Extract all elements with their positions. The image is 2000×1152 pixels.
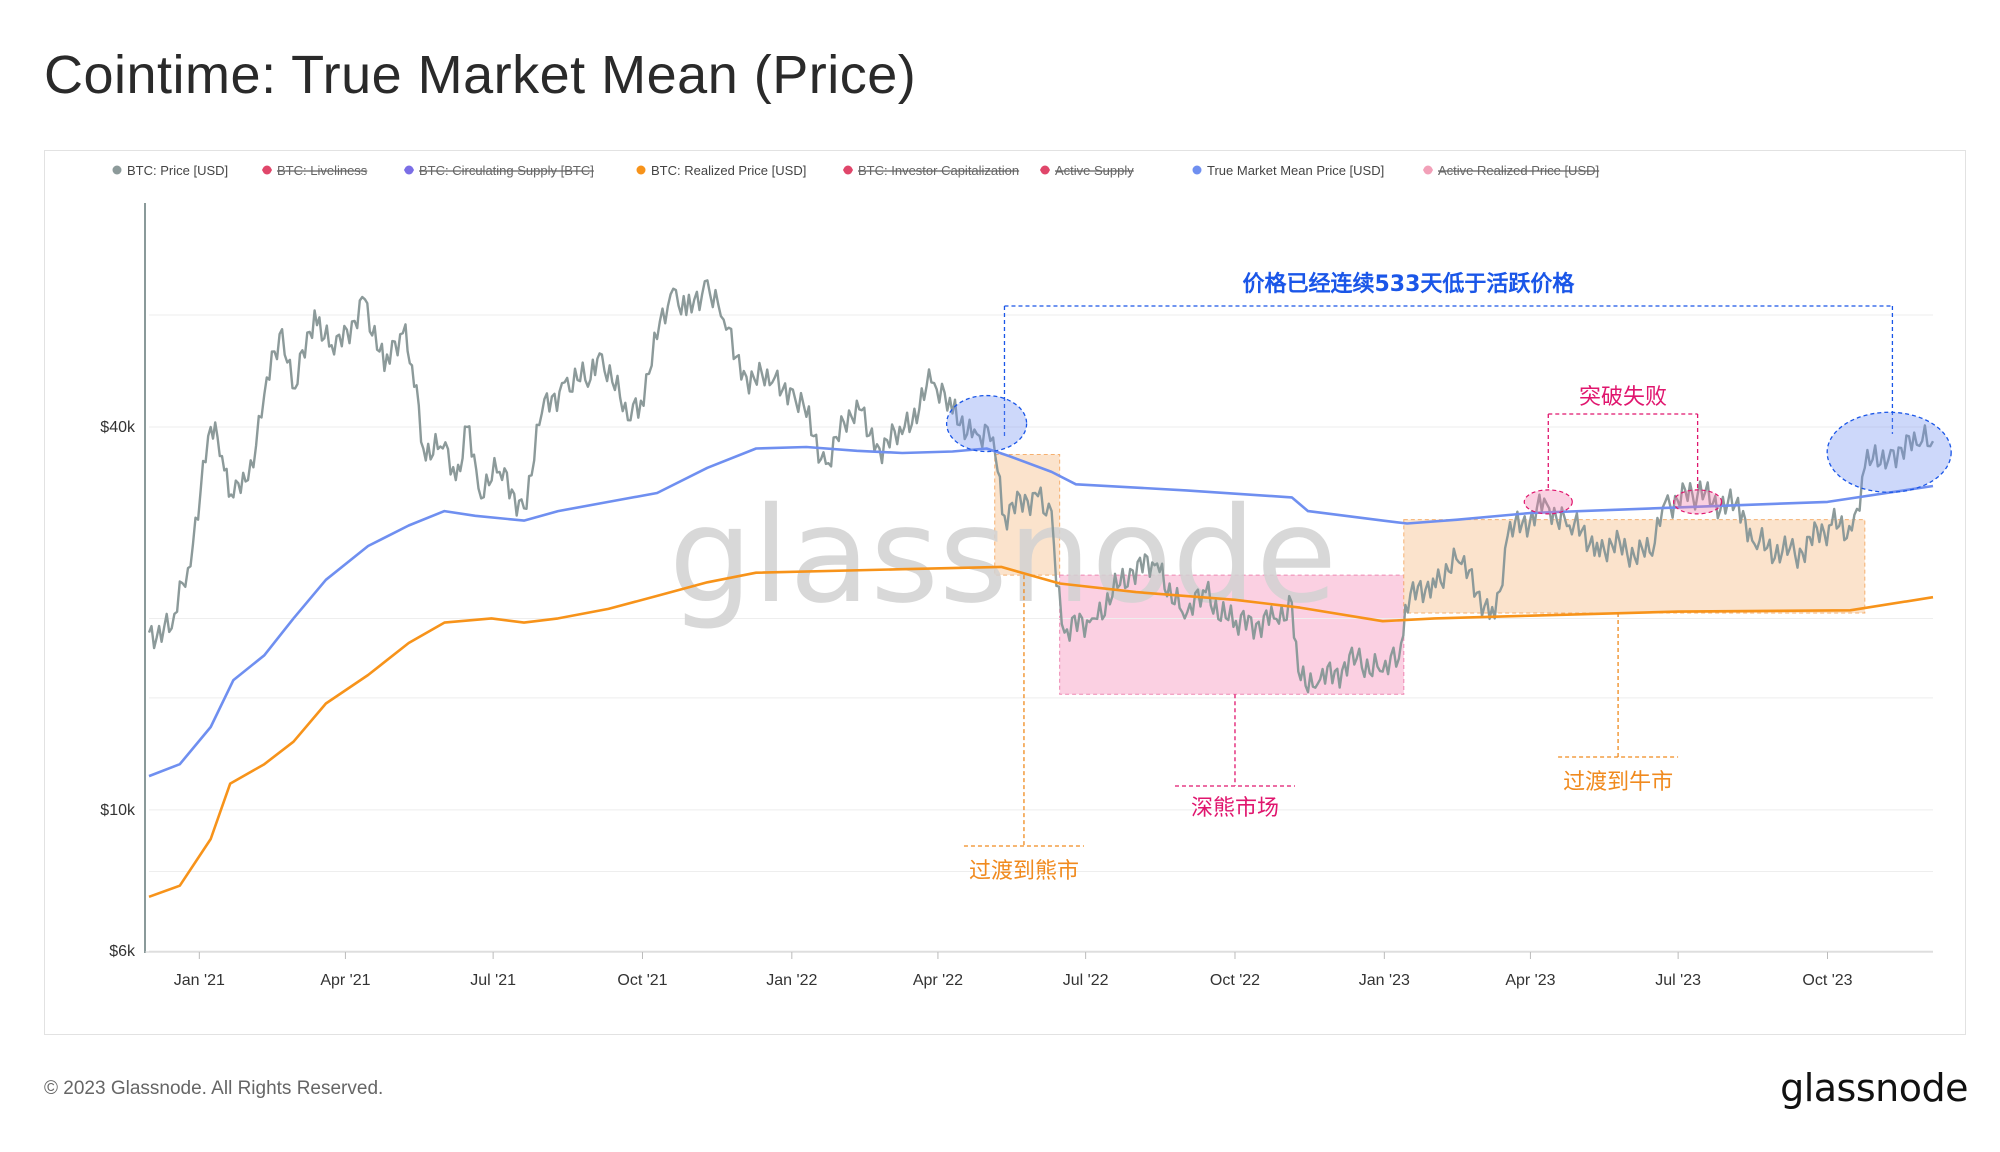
price-line bbox=[147, 279, 1935, 694]
legend-label: BTC: Realized Price [USD] bbox=[651, 163, 806, 178]
watermark: glassnode bbox=[669, 479, 1337, 633]
highlight-ellipse-nov23 bbox=[1826, 411, 1952, 493]
x-tick-label: Oct '23 bbox=[1802, 972, 1852, 989]
x-tick-label: Jul '21 bbox=[470, 972, 516, 989]
annotation-days-below: 价格已经连续533天低于活跃价格 bbox=[1242, 271, 1575, 297]
legend-label: True Market Mean Price [USD] bbox=[1207, 163, 1384, 178]
x-tick-label: Apr '22 bbox=[913, 972, 963, 989]
annotation-breakout-fail: 突破失败 bbox=[1579, 385, 1667, 410]
x-tick-label: Jan '23 bbox=[1359, 972, 1410, 989]
x-tick-label: Jul '22 bbox=[1063, 972, 1109, 989]
legend-item[interactable]: BTC: Circulating Supply [BTC] bbox=[404, 163, 594, 178]
chart-svg: BTC: Price [USD] BTC: Liveliness BTC: Circ… bbox=[100, 163, 1952, 989]
glassnode-logo: glassnode bbox=[1780, 1066, 1968, 1110]
legend-label: Active Supply bbox=[1055, 163, 1134, 178]
legend-label: BTC: Circulating Supply [BTC] bbox=[419, 163, 594, 178]
breakout-ellipse-apr23 bbox=[1523, 489, 1573, 515]
grid bbox=[149, 314, 1933, 952]
y-tick-label: $6k bbox=[109, 943, 136, 960]
legend-label: BTC: Liveliness bbox=[277, 163, 368, 178]
annotation-to-bear: 过渡到熊市 bbox=[969, 859, 1079, 884]
annotation-zones bbox=[994, 454, 1866, 695]
breakout-ellipse-jul23 bbox=[1673, 489, 1723, 515]
legend-dot bbox=[636, 165, 646, 175]
zone-transition-bull bbox=[1403, 519, 1866, 614]
realized-price-line bbox=[148, 565, 1934, 899]
legend-item[interactable]: BTC: Price [USD] bbox=[112, 163, 229, 178]
footer-copyright: © 2023 Glassnode. All Rights Reserved. bbox=[44, 1078, 384, 1099]
x-tick-label: Oct '22 bbox=[1210, 972, 1260, 989]
zone-transition-bear bbox=[994, 454, 1061, 576]
highlight-ellipse-apr22 bbox=[945, 394, 1028, 453]
chart-frame: BTC: Price [USD] BTC: Liveliness BTC: Circ… bbox=[44, 150, 1966, 1035]
legend-item[interactable]: Active Supply bbox=[1040, 163, 1134, 178]
legend-item[interactable]: BTC: Liveliness bbox=[262, 163, 368, 178]
legend-label: BTC: Investor Capitalization bbox=[858, 163, 1019, 178]
legend-label: BTC: Price [USD] bbox=[127, 163, 228, 178]
x-tick-label: Jan '21 bbox=[174, 972, 225, 989]
x-tick-label: Jan '22 bbox=[766, 972, 817, 989]
legend-item[interactable]: BTC: Realized Price [USD] bbox=[636, 163, 807, 178]
x-tick-label: Apr '23 bbox=[1505, 972, 1555, 989]
annotation-deep-bear: 深熊市场 bbox=[1191, 796, 1279, 821]
legend-item[interactable]: True Market Mean Price [USD] bbox=[1192, 163, 1385, 178]
legend-dot bbox=[1192, 165, 1202, 175]
x-tick-label: Jul '23 bbox=[1655, 972, 1701, 989]
legend-label: Active Realized Price [USD] bbox=[1438, 163, 1599, 178]
legend-item[interactable]: BTC: Investor Capitalization bbox=[843, 163, 1019, 178]
x-tick-label: Oct '21 bbox=[617, 972, 667, 989]
y-tick-label: $40k bbox=[100, 419, 136, 436]
y-tick-label: $10k bbox=[100, 802, 136, 819]
annotation-to-bull: 过渡到牛市 bbox=[1563, 770, 1673, 795]
page-title: Cointime: True Market Mean (Price) bbox=[44, 45, 917, 105]
legend-dot bbox=[112, 165, 122, 175]
legend[interactable]: BTC: Price [USD] BTC: Liveliness BTC: Circ… bbox=[112, 163, 1600, 178]
axes: $6k $10k $40k Jan '21 Apr '21 Jul '21 Oct '21 J… bbox=[100, 203, 1933, 989]
legend-item[interactable]: Active Realized Price [USD] bbox=[1423, 163, 1599, 178]
true-market-mean-line bbox=[148, 445, 1934, 778]
x-tick-label: Apr '21 bbox=[320, 972, 370, 989]
series-lines bbox=[147, 279, 1935, 899]
